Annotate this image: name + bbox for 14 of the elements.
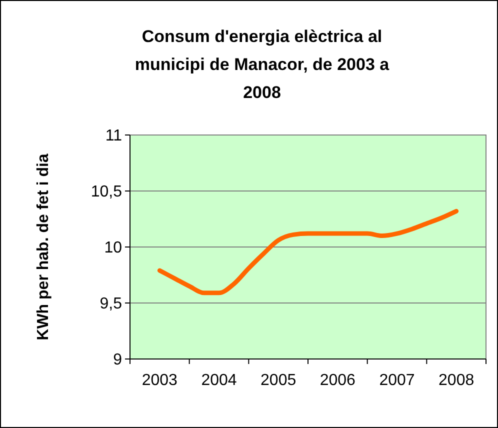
y-axis-title: KWh per hab. de fet i dia: [35, 154, 52, 340]
x-tick-label: 2005: [260, 372, 296, 389]
y-tick-label: 10,5: [90, 184, 122, 201]
x-tick-label: 2006: [320, 372, 356, 389]
line-series: [157, 208, 459, 296]
x-tick-label: 2007: [379, 372, 415, 389]
chart-title: Consum d'energia elèctrica al municipi de Manacor, de 2003 a 2008: [134, 27, 390, 102]
y-tick-label: 9,5: [100, 296, 122, 313]
x-tick-label: 2004: [201, 372, 237, 389]
x-tick-label: 2008: [438, 372, 474, 389]
x-tick-label: 2003: [142, 372, 178, 389]
y-tick-label: 11: [105, 128, 122, 145]
y-tick-label: 10: [104, 240, 122, 257]
y-tick-label: 9: [113, 352, 122, 369]
